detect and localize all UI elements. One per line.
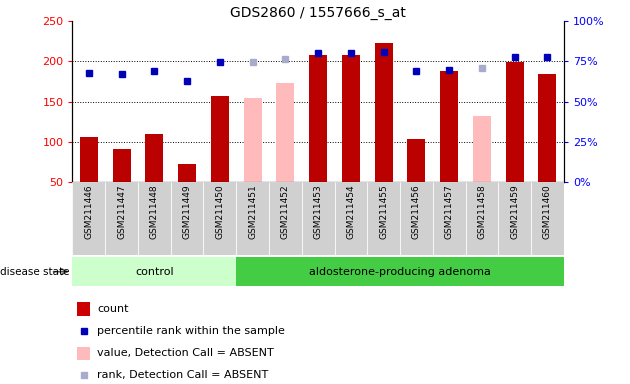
Bar xyxy=(203,182,236,255)
Bar xyxy=(539,74,556,182)
Bar xyxy=(171,182,203,255)
Bar xyxy=(105,182,138,255)
Text: GSM211448: GSM211448 xyxy=(150,185,159,239)
Bar xyxy=(342,55,360,182)
Bar xyxy=(506,62,524,182)
Text: GSM211454: GSM211454 xyxy=(346,185,355,239)
Text: percentile rank within the sample: percentile rank within the sample xyxy=(97,326,285,336)
Text: rank, Detection Call = ABSENT: rank, Detection Call = ABSENT xyxy=(97,370,268,381)
Text: control: control xyxy=(135,266,174,277)
Text: GSM211447: GSM211447 xyxy=(117,185,126,239)
Bar xyxy=(178,164,196,182)
Text: GSM211451: GSM211451 xyxy=(248,185,257,239)
Text: count: count xyxy=(97,304,129,314)
Bar xyxy=(473,116,491,182)
Bar xyxy=(269,182,302,255)
Bar xyxy=(244,98,261,182)
Bar xyxy=(236,257,564,286)
Bar xyxy=(77,303,89,316)
Text: aldosterone-producing adenoma: aldosterone-producing adenoma xyxy=(309,266,491,277)
Bar xyxy=(113,149,130,182)
Bar xyxy=(80,137,98,182)
Text: GSM211449: GSM211449 xyxy=(183,185,192,239)
Text: GSM211455: GSM211455 xyxy=(379,185,388,239)
Text: GSM211450: GSM211450 xyxy=(215,185,224,239)
Bar xyxy=(335,182,367,255)
Bar xyxy=(531,182,564,255)
Bar xyxy=(408,139,425,182)
Text: GSM211460: GSM211460 xyxy=(543,185,552,239)
Text: disease state: disease state xyxy=(0,266,69,277)
Bar xyxy=(146,134,163,182)
Bar xyxy=(72,182,105,255)
Text: GSM211452: GSM211452 xyxy=(281,185,290,239)
Text: value, Detection Call = ABSENT: value, Detection Call = ABSENT xyxy=(97,348,274,358)
Bar xyxy=(367,182,400,255)
Bar xyxy=(72,257,236,286)
Text: GSM211459: GSM211459 xyxy=(510,185,519,239)
Text: GSM211457: GSM211457 xyxy=(445,185,454,239)
Bar xyxy=(211,96,229,182)
Bar xyxy=(400,182,433,255)
Text: GSM211456: GSM211456 xyxy=(412,185,421,239)
Bar xyxy=(433,182,466,255)
Bar xyxy=(466,182,498,255)
Text: GSM211453: GSM211453 xyxy=(314,185,323,239)
Text: GSM211458: GSM211458 xyxy=(478,185,486,239)
Bar xyxy=(375,43,392,182)
Bar xyxy=(309,55,327,182)
Bar xyxy=(138,182,171,255)
Bar xyxy=(77,346,89,360)
Bar xyxy=(302,182,335,255)
Text: GSM211446: GSM211446 xyxy=(84,185,93,239)
Bar xyxy=(236,182,269,255)
Bar xyxy=(498,182,531,255)
Bar xyxy=(440,71,458,182)
Title: GDS2860 / 1557666_s_at: GDS2860 / 1557666_s_at xyxy=(230,6,406,20)
Bar xyxy=(277,83,294,182)
